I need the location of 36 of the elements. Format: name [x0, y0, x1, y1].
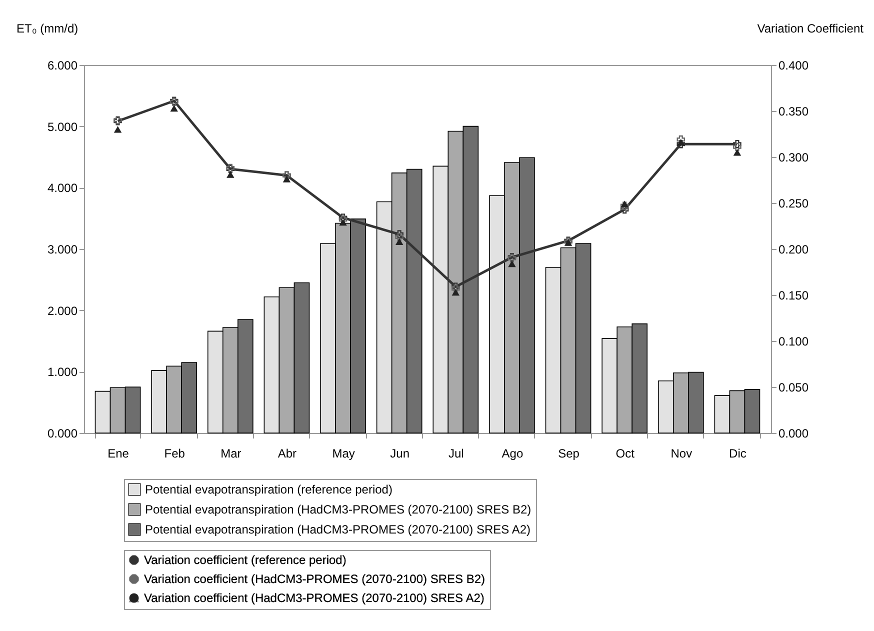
y-tick-label: 2.000: [47, 304, 78, 318]
y2-axis-title: Variation Coefficient: [757, 22, 864, 36]
x-tick-label: Sep: [558, 446, 580, 460]
legend-label: Variation coefficient (HadCM3-PROMES (2070-2100) SRES A2): [144, 591, 484, 605]
legend-label: Potential evapotranspiration (HadCM3-PROMES (2070-2100) SRES B2): [145, 502, 532, 516]
y-tick-label: 1.000: [47, 365, 78, 380]
y2-tick-label: 0.100: [778, 334, 809, 348]
y2-tick-label: 0.350: [778, 104, 809, 118]
y-tick-label: 3.000: [47, 242, 78, 256]
y-tick-label: 6.000: [47, 58, 78, 72]
legend-label: Potential evapotranspiration (HadCM3-PROMES (2070-2100) SRES A2): [145, 522, 531, 536]
y2-tick-label: 0.200: [778, 242, 809, 256]
legend-label: Potential evapotranspiration (reference period): [145, 482, 392, 496]
x-tick-label: Ago: [502, 446, 524, 460]
y-tick-label: 5.000: [47, 120, 78, 134]
y2-tick-label: 0.000: [778, 426, 809, 440]
x-tick-label: May: [332, 446, 355, 460]
x-tick-label: Jun: [390, 446, 410, 460]
y2-tick-label: 0.150: [778, 288, 809, 302]
y-tick-label: 4.000: [47, 181, 78, 196]
y-tick-label: 0.000: [47, 426, 78, 440]
x-tick-label: Nov: [670, 446, 692, 460]
legend-label: Variation coefficient (reference period): [144, 553, 346, 567]
y2-tick-label: 0.300: [778, 150, 809, 164]
y2-tick-label: 0.250: [778, 196, 809, 210]
x-tick-label: Jul: [448, 446, 464, 460]
x-tick-label: Mar: [220, 446, 242, 460]
y2-tick-label: 0.400: [778, 58, 809, 72]
x-tick-label: Feb: [164, 446, 186, 460]
x-tick-label: Oct: [616, 446, 636, 460]
y-axis-title: ET₀ (mm/d): [16, 22, 78, 36]
x-tick-label: Abr: [278, 446, 297, 460]
legend-label: Variation coefficient (HadCM3-PROMES (2070-2100) SRES B2): [144, 572, 486, 586]
x-tick-label: Ene: [108, 446, 130, 460]
x-tick-label: Dic: [729, 446, 746, 460]
y2-tick-label: 0.050: [778, 380, 809, 394]
